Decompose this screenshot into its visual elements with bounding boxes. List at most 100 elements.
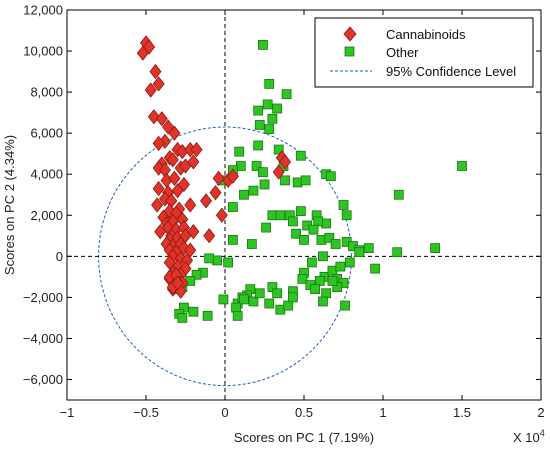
- other-point: [239, 189, 249, 200]
- cannabinoid-point: [279, 154, 292, 170]
- other-point: [335, 261, 346, 272]
- legend-other-label: Other: [386, 45, 419, 60]
- cannabinoid-point: [168, 125, 181, 141]
- other-point: [234, 146, 245, 157]
- cannabinoid-point: [152, 160, 165, 176]
- other-point: [227, 234, 238, 245]
- x-tick-label: 1.5: [453, 405, 471, 420]
- other-point: [370, 263, 381, 274]
- cannabinoid-point: [190, 141, 203, 158]
- other-point: [330, 239, 341, 249]
- legend-other-marker: [344, 46, 355, 57]
- other-point: [251, 161, 262, 171]
- legend-ellipse-label: 95% Confidence Level: [386, 64, 516, 79]
- cannabinoid-point: [155, 111, 168, 127]
- other-point: [318, 296, 328, 307]
- cannabinoid-point: [149, 63, 162, 80]
- other-point: [308, 224, 319, 235]
- other-point: [191, 269, 202, 280]
- other-point: [267, 113, 278, 124]
- other-point: [324, 232, 335, 243]
- other-point: [272, 103, 283, 114]
- other-point: [227, 202, 238, 212]
- cannabinoid-point: [152, 135, 165, 152]
- other-point: [295, 150, 306, 161]
- x-tick-label: 0: [221, 405, 228, 420]
- other-point: [202, 310, 213, 321]
- other-point: [261, 222, 271, 233]
- other-point: [363, 243, 374, 254]
- other-point: [262, 99, 273, 110]
- cannabinoid-point: [147, 109, 160, 125]
- other-point: [280, 175, 290, 186]
- other-point: [253, 105, 264, 116]
- cannabinoid-point: [171, 275, 184, 291]
- other-point: [218, 294, 229, 305]
- other-point: [310, 284, 320, 295]
- other-point: [344, 257, 355, 268]
- cannabinoid-point: [203, 228, 216, 244]
- cannabinoid-point: [152, 76, 165, 92]
- other-point: [430, 243, 441, 254]
- x-tick-label: 1: [379, 405, 386, 420]
- other-point: [248, 296, 259, 307]
- x-tick-label: 2: [537, 405, 544, 420]
- x-tick-label: −1: [60, 405, 75, 420]
- other-point: [338, 200, 349, 210]
- x-multiplier-exponent: 4: [540, 428, 545, 438]
- other-point: [393, 189, 404, 200]
- other-point: [177, 312, 188, 323]
- other-point: [264, 298, 275, 309]
- other-point: [297, 273, 308, 284]
- cannabinoid-point: [226, 168, 239, 184]
- other-point: [318, 251, 328, 262]
- zero-lines: [67, 10, 541, 400]
- other-point: [223, 257, 234, 268]
- x-tick-label: 0.5: [295, 405, 313, 420]
- other-point: [239, 294, 249, 305]
- x-multiplier-base: X 10: [513, 430, 540, 445]
- points-layer: [136, 35, 467, 323]
- cannabinoid-point: [152, 180, 165, 197]
- other-point: [291, 228, 302, 239]
- other-point: [248, 185, 259, 196]
- other-point: [258, 167, 268, 178]
- y-tick-label: 10,000: [23, 44, 63, 59]
- other-point: [272, 288, 283, 299]
- other-point: [254, 120, 265, 130]
- other-point: [341, 210, 352, 221]
- other-point: [327, 276, 338, 286]
- cannabinoid-point: [151, 197, 164, 213]
- y-tick-label: 4,000: [30, 167, 63, 182]
- x-tick-label: −0.5: [133, 405, 159, 420]
- other-point: [306, 257, 317, 268]
- legend: Cannabinoids Other 95% Confidence Level: [314, 17, 534, 88]
- other-point: [300, 175, 311, 186]
- other-point: [246, 239, 257, 249]
- y-tick-label: 0: [56, 249, 63, 264]
- other-point: [325, 171, 336, 182]
- other-point: [354, 247, 365, 258]
- other-point: [273, 144, 284, 155]
- cannabinoid-point: [168, 170, 181, 186]
- tick-layer: −1 −0.5 0 0.5 1 1.5 2 −6,000 −4,000 −2,000 0 2,000 4…: [23, 3, 545, 421]
- other-point: [288, 216, 298, 227]
- cannabinoid-point: [136, 45, 149, 61]
- other-point: [232, 310, 243, 321]
- other-point: [314, 276, 325, 286]
- other-point: [288, 292, 298, 303]
- other-point: [275, 210, 286, 221]
- other-point: [313, 216, 324, 227]
- y-tick-label: −6,000: [23, 372, 63, 387]
- cannabinoid-point: [184, 197, 197, 213]
- y-axis-title: Scores on PC 2 (4.34%): [2, 135, 17, 275]
- other-point: [281, 89, 292, 100]
- x-axis-multiplier: X 104: [513, 428, 545, 445]
- cannabinoid-point: [215, 207, 228, 223]
- other-point: [253, 140, 264, 151]
- legend-cannabinoids-label: Cannabinoids: [386, 27, 466, 42]
- other-point: [231, 302, 241, 313]
- y-tick-label: −4,000: [23, 331, 63, 346]
- other-point: [299, 234, 309, 245]
